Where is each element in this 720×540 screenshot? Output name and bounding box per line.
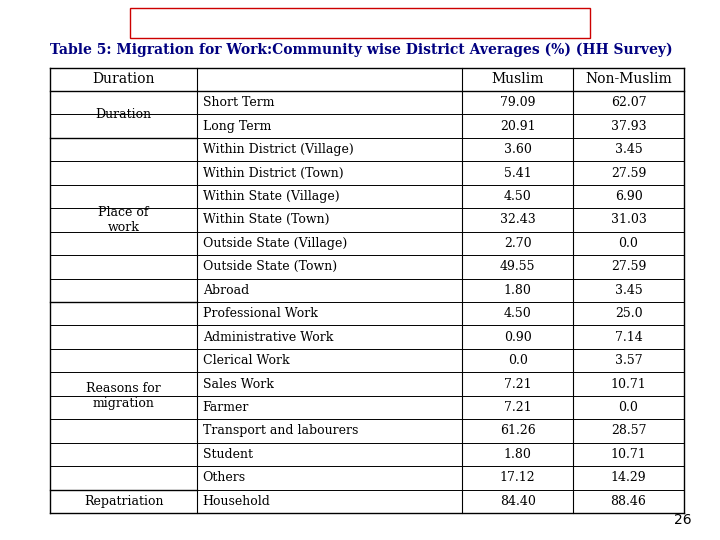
Text: 2.70: 2.70 xyxy=(504,237,531,250)
Text: 3.45: 3.45 xyxy=(615,143,642,156)
Text: 5.41: 5.41 xyxy=(504,166,531,179)
Text: 10.71: 10.71 xyxy=(611,448,647,461)
Text: 79.09: 79.09 xyxy=(500,96,536,109)
Text: 10.71: 10.71 xyxy=(611,377,647,390)
Text: Others: Others xyxy=(203,471,246,484)
Text: Within State (Town): Within State (Town) xyxy=(203,213,329,226)
Text: 3.57: 3.57 xyxy=(615,354,642,367)
Text: Student: Student xyxy=(203,448,253,461)
Text: Muslim: Muslim xyxy=(492,72,544,86)
Text: 0.0: 0.0 xyxy=(618,401,639,414)
Text: Within State (Village): Within State (Village) xyxy=(203,190,339,203)
Text: 28.57: 28.57 xyxy=(611,424,647,437)
Text: 3.60: 3.60 xyxy=(504,143,531,156)
Text: 0.0: 0.0 xyxy=(618,237,639,250)
Text: 27.59: 27.59 xyxy=(611,260,647,273)
Text: 3.45: 3.45 xyxy=(615,284,642,297)
Text: 14.29: 14.29 xyxy=(611,471,647,484)
Text: Outside State (Village): Outside State (Village) xyxy=(203,237,347,250)
Text: 32.43: 32.43 xyxy=(500,213,536,226)
Text: Duration: Duration xyxy=(96,108,152,121)
Text: Abroad: Abroad xyxy=(203,284,249,297)
Text: 7.21: 7.21 xyxy=(504,401,531,414)
Text: Long Term: Long Term xyxy=(203,120,271,133)
Text: Repatriation: Repatriation xyxy=(84,495,163,508)
Text: Place of
work: Place of work xyxy=(99,206,149,234)
Text: 0.90: 0.90 xyxy=(504,330,531,343)
Text: 49.55: 49.55 xyxy=(500,260,536,273)
Text: Sagardighi…contd..: Sagardighi…contd.. xyxy=(261,14,459,32)
Text: 7.21: 7.21 xyxy=(504,377,531,390)
Text: 1.80: 1.80 xyxy=(504,448,531,461)
Text: 62.07: 62.07 xyxy=(611,96,647,109)
Text: 25.0: 25.0 xyxy=(615,307,642,320)
Text: Clerical Work: Clerical Work xyxy=(203,354,289,367)
Text: Within District (Village): Within District (Village) xyxy=(203,143,354,156)
Text: Reasons for
migration: Reasons for migration xyxy=(86,382,161,410)
Text: Within District (Town): Within District (Town) xyxy=(203,166,343,179)
Text: Administrative Work: Administrative Work xyxy=(203,330,333,343)
Text: 88.46: 88.46 xyxy=(611,495,647,508)
Text: 4.50: 4.50 xyxy=(504,190,531,203)
Text: 31.03: 31.03 xyxy=(611,213,647,226)
Text: Farmer: Farmer xyxy=(203,401,249,414)
Text: 7.14: 7.14 xyxy=(615,330,642,343)
Text: Duration: Duration xyxy=(92,72,155,86)
Text: Non-Muslim: Non-Muslim xyxy=(585,72,672,86)
Text: Professional Work: Professional Work xyxy=(203,307,318,320)
Text: 37.93: 37.93 xyxy=(611,120,647,133)
Text: Household: Household xyxy=(203,495,271,508)
Text: 4.50: 4.50 xyxy=(504,307,531,320)
Text: 27.59: 27.59 xyxy=(611,166,647,179)
Text: 26: 26 xyxy=(674,512,691,526)
Text: 84.40: 84.40 xyxy=(500,495,536,508)
Text: Table 5: Migration for Work:Community wise District Averages (%) (HH Survey): Table 5: Migration for Work:Community wi… xyxy=(50,43,673,57)
Text: 20.91: 20.91 xyxy=(500,120,536,133)
Text: 61.26: 61.26 xyxy=(500,424,536,437)
Text: 6.90: 6.90 xyxy=(615,190,642,203)
Text: Outside State (Town): Outside State (Town) xyxy=(203,260,337,273)
Text: 1.80: 1.80 xyxy=(504,284,531,297)
Text: 17.12: 17.12 xyxy=(500,471,536,484)
Text: Short Term: Short Term xyxy=(203,96,274,109)
Text: Sales Work: Sales Work xyxy=(203,377,274,390)
Text: 0.0: 0.0 xyxy=(508,354,528,367)
Text: Transport and labourers: Transport and labourers xyxy=(203,424,358,437)
